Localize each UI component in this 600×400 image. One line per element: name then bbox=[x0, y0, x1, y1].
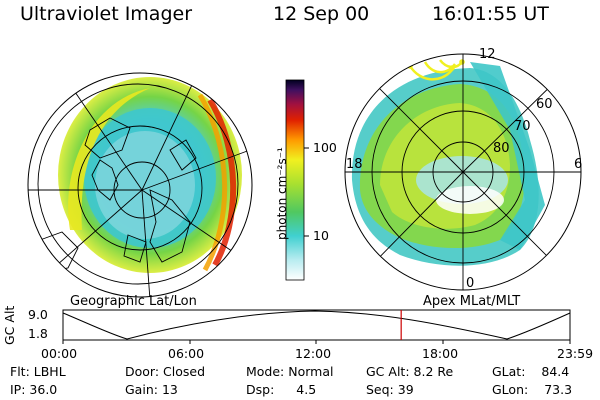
time-tick-0600: 06:00 bbox=[168, 346, 205, 361]
status-gc-alt: GC Alt: 8.2 Re bbox=[366, 364, 453, 379]
status-glat-value: 84.4 bbox=[541, 364, 570, 379]
mlt-label-18: 18 bbox=[346, 157, 363, 172]
status-filter-label: Flt: bbox=[10, 364, 30, 379]
mlt-label-12: 12 bbox=[479, 47, 496, 62]
apex-map-caption: Apex MLat/MLT bbox=[423, 294, 521, 309]
status-dsp-value: 4.5 bbox=[296, 382, 317, 397]
status-gain-label: Gain: bbox=[125, 382, 158, 397]
status-dsp-label: Dsp: bbox=[246, 382, 275, 397]
mlt-label-0: 0 bbox=[466, 276, 475, 291]
time-tick-1200: 12:00 bbox=[295, 346, 332, 361]
status-gc-alt-label: GC Alt: bbox=[366, 364, 410, 379]
colorbar-label-100: 100 bbox=[313, 140, 337, 155]
status-glon-value: 73.3 bbox=[544, 382, 573, 397]
time-tick-1800: 18:00 bbox=[422, 346, 459, 361]
status-seq-value: 39 bbox=[397, 382, 414, 397]
time-tick-0000: 00:00 bbox=[41, 346, 78, 361]
status-mode-label: Mode: bbox=[246, 364, 285, 379]
mlt-label-6: 6 bbox=[574, 157, 583, 172]
status-seq: Seq: 39 bbox=[366, 382, 414, 397]
status-filter-value: LBHL bbox=[33, 364, 66, 379]
altitude-tick-min: 1.8 bbox=[28, 326, 48, 341]
mlat-label-70: 70 bbox=[514, 119, 531, 134]
color-scale-bar bbox=[285, 79, 309, 281]
status-ip-value: 36.0 bbox=[29, 382, 58, 397]
status-gain-value: 13 bbox=[161, 382, 178, 397]
status-glon-label: GLon: bbox=[492, 382, 529, 397]
colorbar-label-10: 10 bbox=[313, 228, 329, 243]
instrument-title: Ultraviolet Imager bbox=[20, 3, 193, 25]
status-dsp: Dsp: 4.5 bbox=[246, 382, 316, 397]
geographic-map-caption: Geographic Lat/Lon bbox=[70, 294, 197, 309]
mlat-label-60: 60 bbox=[536, 97, 553, 112]
status-glat: GLat: 84.4 bbox=[492, 364, 569, 379]
altitude-timeline bbox=[62, 309, 571, 344]
status-glon: GLon: 73.3 bbox=[492, 382, 572, 397]
observation-date: 12 Sep 00 bbox=[273, 3, 370, 25]
status-seq-label: Seq: bbox=[366, 382, 394, 397]
altitude-tick-max: 9.0 bbox=[28, 307, 48, 322]
status-ip-label: IP: bbox=[10, 382, 26, 397]
status-door-value: Closed bbox=[163, 364, 206, 379]
observation-time: 16:01:55 UT bbox=[432, 3, 549, 25]
status-filter: Flt: LBHL bbox=[10, 364, 66, 379]
status-ip: IP: 36.0 bbox=[10, 382, 57, 397]
status-mode-value: Normal bbox=[288, 364, 334, 379]
geographic-map bbox=[27, 72, 253, 298]
altitude-axis-label: GC Alt bbox=[2, 305, 17, 345]
time-tick-2359: 23:59 bbox=[557, 346, 594, 361]
status-gc-alt-value: 8.2 Re bbox=[413, 364, 454, 379]
status-door: Door: Closed bbox=[125, 364, 205, 379]
status-door-label: Door: bbox=[125, 364, 160, 379]
status-mode: Mode: Normal bbox=[246, 364, 334, 379]
altitude-curve bbox=[62, 310, 571, 340]
colorbar-unit-label: photon cm⁻²s⁻¹ bbox=[275, 147, 289, 240]
mlat-label-80: 80 bbox=[493, 141, 510, 156]
status-glat-label: GLat: bbox=[492, 364, 526, 379]
status-gain: Gain: 13 bbox=[125, 382, 178, 397]
apex-mlat-mlt-map bbox=[344, 53, 582, 291]
